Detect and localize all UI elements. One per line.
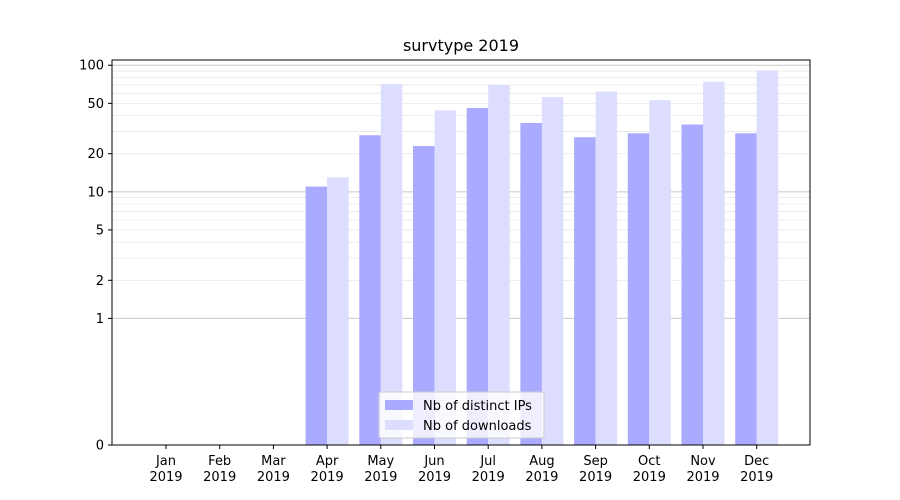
legend-label-downloads: Nb of downloads	[423, 419, 532, 434]
y-tick-label: 1	[96, 312, 104, 327]
x-tick-label: Nov	[690, 454, 716, 469]
bar-ips	[359, 135, 381, 445]
x-tick-label: 2019	[472, 470, 505, 485]
bar-ips	[305, 186, 328, 446]
y-tick-label: 20	[87, 147, 104, 162]
y-tick-label: 0	[96, 439, 104, 454]
x-tick-label: Oct	[638, 454, 660, 469]
bar-ips	[520, 122, 542, 445]
bar-ips	[574, 137, 596, 446]
bar-downloads	[434, 110, 456, 445]
grid-lines	[112, 64, 810, 319]
bars	[305, 70, 779, 446]
x-tick-label: 2019	[364, 470, 397, 485]
x-tick-label: May	[367, 454, 394, 469]
bar-ips	[681, 124, 703, 445]
bar-downloads	[595, 91, 618, 445]
bar-ips	[413, 146, 435, 445]
y-tick-label: 100	[79, 59, 104, 74]
x-tick-label: Dec	[744, 454, 769, 469]
chart-title: survtype 2019	[403, 36, 519, 55]
bar-ips	[627, 133, 650, 445]
bar-downloads	[756, 70, 779, 445]
x-tick-label: Aug	[529, 454, 554, 469]
legend-swatch-ips	[385, 400, 413, 410]
x-tick-label: 2019	[311, 470, 344, 485]
x-tick-label: 2019	[633, 470, 666, 485]
x-tick-label: Feb	[208, 454, 231, 469]
x-tick-label: 2019	[740, 470, 773, 485]
y-axis-ticks: 0 1 2 5 10 20 50 100	[79, 59, 112, 454]
legend: Nb of distinct IPs Nb of downloads	[378, 391, 545, 439]
legend-label-ips: Nb of distinct IPs	[423, 399, 532, 414]
bar-downloads	[380, 84, 403, 446]
legend-box	[378, 391, 545, 439]
x-tick-label: 2019	[579, 470, 612, 485]
x-tick-label: Mar	[261, 454, 286, 469]
bar-downloads	[327, 177, 349, 446]
x-tick-label: 2019	[257, 470, 290, 485]
y-tick-label: 50	[87, 97, 104, 112]
x-tick-label: 2019	[203, 470, 236, 485]
axes-frame	[111, 59, 811, 446]
x-tick-label: 2019	[525, 470, 558, 485]
x-tick-label: 2019	[418, 470, 451, 485]
bar-downloads	[488, 84, 510, 445]
y-tick-label: 5	[96, 223, 104, 238]
y-tick-label: 10	[87, 185, 104, 200]
bar-downloads	[649, 100, 671, 445]
bar-downloads	[703, 81, 725, 445]
bar-downloads	[541, 97, 564, 446]
bar-ips	[735, 133, 757, 445]
x-tick-label: 2019	[149, 470, 182, 485]
x-tick-label: 2019	[686, 470, 719, 485]
x-tick-label: Apr	[316, 454, 339, 469]
y-tick-label: 2	[96, 274, 104, 289]
x-axis-ticks: Jan2019Feb2019Mar2019Apr2019May2019Jun20…	[149, 445, 773, 485]
x-tick-label: Jun	[423, 454, 444, 469]
x-tick-label: Sep	[583, 454, 608, 469]
x-tick-label: Jan	[155, 454, 176, 469]
x-tick-label: Jul	[479, 454, 496, 469]
bar-ips	[466, 107, 489, 446]
legend-swatch-downloads	[385, 420, 413, 430]
